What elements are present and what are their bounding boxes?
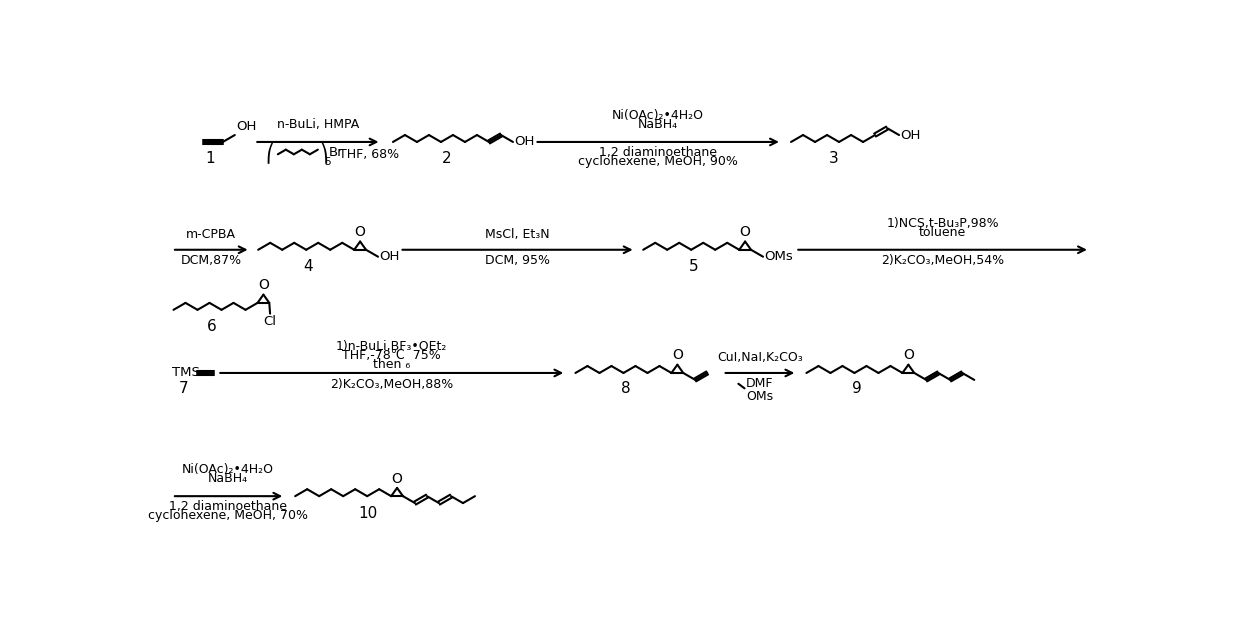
Text: THF, 68%: THF, 68% [340, 147, 399, 161]
Text: NaBH₄: NaBH₄ [208, 473, 248, 486]
Text: 7: 7 [179, 381, 188, 396]
Text: Ni(OAc)₂•4H₂O: Ni(OAc)₂•4H₂O [182, 463, 274, 476]
Text: Cl: Cl [264, 315, 277, 328]
Text: O: O [392, 471, 403, 486]
Text: ⎞: ⎞ [319, 141, 329, 164]
Text: 1)n-BuLi,BF₃•OEt₂: 1)n-BuLi,BF₃•OEt₂ [336, 340, 448, 353]
Text: 1)NCS,t-Bu₃P,98%: 1)NCS,t-Bu₃P,98% [887, 217, 999, 230]
Text: O: O [740, 225, 750, 239]
Text: O: O [258, 278, 269, 292]
Text: 9: 9 [852, 381, 862, 396]
Text: cyclohexene, MeOH, 90%: cyclohexene, MeOH, 90% [578, 155, 738, 168]
Text: OH: OH [379, 250, 401, 263]
Text: MsCl, Et₃N: MsCl, Et₃N [485, 227, 549, 240]
Text: TMS: TMS [172, 366, 200, 379]
Text: Br: Br [329, 146, 343, 159]
Text: then ₆: then ₆ [373, 359, 410, 372]
Text: 10: 10 [358, 506, 378, 520]
Text: 2)K₂CO₃,MeOH,54%: 2)K₂CO₃,MeOH,54% [880, 254, 1004, 267]
Text: 6: 6 [207, 319, 217, 334]
Text: NaBH₄: NaBH₄ [639, 118, 678, 131]
Text: O: O [903, 348, 914, 363]
Text: m-CPBA: m-CPBA [186, 227, 237, 240]
Text: 8: 8 [621, 381, 630, 396]
Text: O: O [672, 348, 683, 363]
Text: THF,-78℃  75%: THF,-78℃ 75% [342, 349, 441, 362]
Text: ⎛: ⎛ [265, 141, 275, 164]
Text: O: O [355, 225, 366, 239]
Text: 1,2 diaminoethane: 1,2 diaminoethane [599, 146, 717, 159]
Text: OH: OH [900, 129, 921, 142]
Text: 1: 1 [206, 151, 216, 166]
Text: n-BuLi, HMPA: n-BuLi, HMPA [277, 118, 360, 131]
Text: 5: 5 [324, 156, 331, 167]
Text: DCM,87%: DCM,87% [181, 254, 242, 267]
Text: 1,2 diaminoethane: 1,2 diaminoethane [169, 500, 288, 513]
Text: DMF: DMF [746, 377, 774, 390]
Text: DCM, 95%: DCM, 95% [485, 254, 551, 267]
Text: OH: OH [515, 135, 534, 149]
Text: OMs: OMs [765, 250, 794, 263]
Text: OMs: OMs [746, 390, 774, 403]
Text: 4: 4 [304, 259, 312, 274]
Text: CuI,NaI,K₂CO₃: CuI,NaI,K₂CO₃ [717, 351, 802, 364]
Text: toluene: toluene [919, 226, 966, 239]
Text: 5: 5 [688, 259, 698, 274]
Text: 3: 3 [828, 151, 838, 166]
Text: 2)K₂CO₃,MeOH,88%: 2)K₂CO₃,MeOH,88% [330, 379, 454, 392]
Text: 2: 2 [441, 151, 451, 166]
Text: Ni(OAc)₂•4H₂O: Ni(OAc)₂•4H₂O [613, 109, 704, 122]
Text: OH: OH [237, 120, 257, 133]
Text: cyclohexene, MeOH, 70%: cyclohexene, MeOH, 70% [148, 509, 309, 522]
